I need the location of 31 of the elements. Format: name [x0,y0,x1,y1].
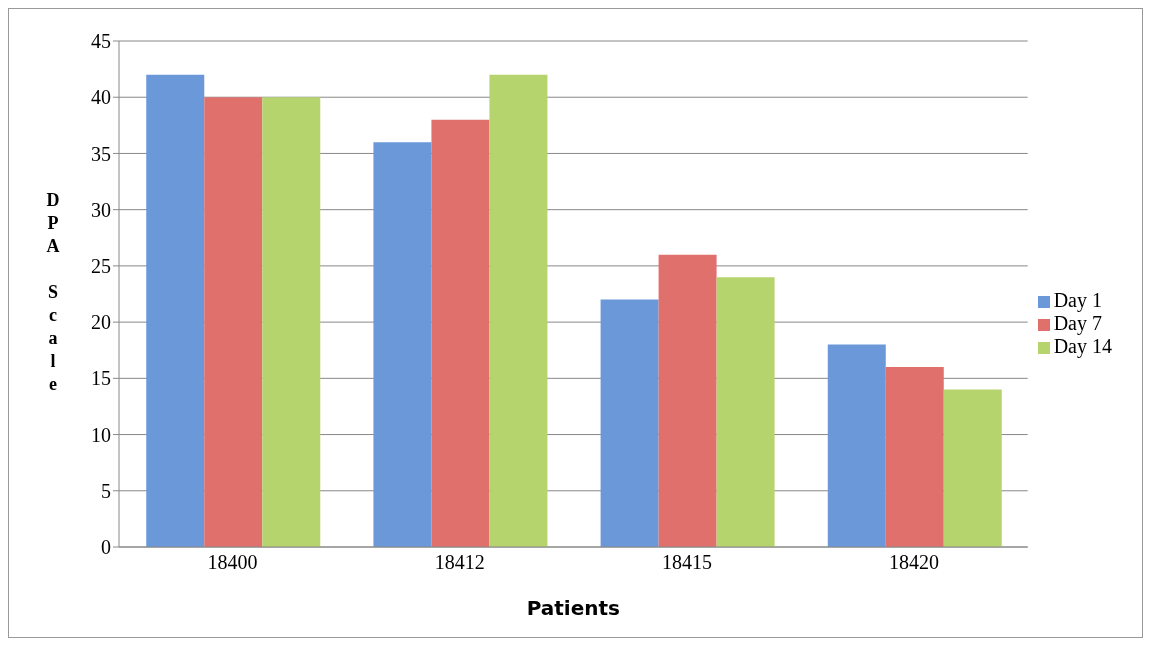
y-tick-label: 45 [91,30,111,53]
y-tick-label: 30 [91,198,111,221]
y-tick-label: 10 [91,423,111,446]
bar [489,74,548,547]
y-tick-label: 0 [101,536,111,559]
y-tick-label: 40 [91,86,111,109]
legend-label: Day 1 [1053,288,1102,311]
x-tick-label: 18415 [661,551,712,574]
y-tick-label: 5 [101,479,111,502]
bar [373,142,432,547]
bar [827,344,886,547]
bar [204,97,263,547]
legend-label: Day 14 [1053,334,1112,357]
y-tick-label: 15 [91,367,111,390]
bar [146,74,205,547]
bar [885,367,944,547]
y-tick-label: 20 [91,311,111,334]
x-tick-label: 18412 [434,551,485,574]
bar [431,119,490,547]
x-tick-label: 18400 [207,551,258,574]
y-tick-label: 25 [91,254,111,277]
bar [658,254,717,547]
bar [716,277,775,547]
bar [262,97,321,547]
bar [600,299,659,547]
y-tick-label: 35 [91,142,111,165]
x-axis-title: Patients [526,596,620,620]
text: DPA Scale [46,190,60,395]
legend-label: Day 7 [1053,311,1102,334]
bar [943,389,1002,547]
x-tick-label: 18420 [889,551,940,574]
